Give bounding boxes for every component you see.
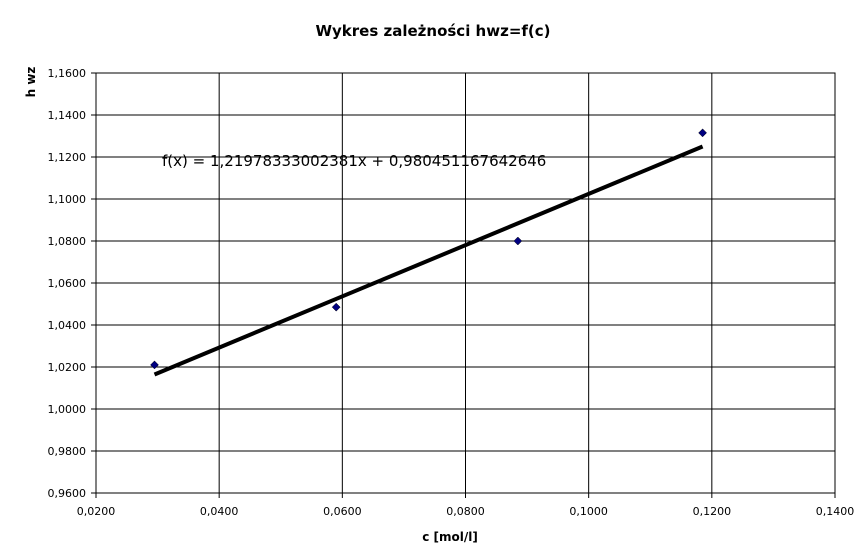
x-tick-label: 0,1200 xyxy=(693,505,732,518)
x-tick-label: 0,0200 xyxy=(77,505,116,518)
y-tick-label: 1,0800 xyxy=(48,235,87,248)
x-tick-label: 0,0800 xyxy=(446,505,485,518)
grid xyxy=(96,73,835,493)
y-tick-label: 1,1600 xyxy=(48,67,87,80)
x-axis-ticks: 0,0200 0,0400 0,0600 0,0800 0,1000 0,1200 0,14… xyxy=(77,493,855,518)
y-axis-label: h wz xyxy=(24,67,38,98)
y-tick-label: 1,0600 xyxy=(48,277,87,290)
y-tick-label: 1,1400 xyxy=(48,109,87,122)
data-point xyxy=(513,236,523,246)
trendline xyxy=(153,144,704,377)
y-tick-label: 0,9800 xyxy=(48,445,87,458)
y-tick-label: 1,1200 xyxy=(48,151,87,164)
x-tick-label: 0,0600 xyxy=(323,505,362,518)
x-tick-label: 0,1000 xyxy=(569,505,608,518)
x-tick-label: 0,0400 xyxy=(200,505,239,518)
chart-title: Wykres zależności hwz=f(c) xyxy=(315,22,550,40)
y-tick-label: 0,9600 xyxy=(48,487,87,500)
data-points xyxy=(150,128,707,370)
y-tick-label: 1,0400 xyxy=(48,319,87,332)
trendline-equation: f(x) = 1,21978333002381x + 0,98045116764… xyxy=(162,152,546,170)
y-tick-label: 1,0000 xyxy=(48,403,87,416)
data-point xyxy=(150,360,159,370)
data-point xyxy=(331,302,341,312)
x-axis-label: c [mol/l] xyxy=(422,530,478,544)
y-tick-label: 1,0200 xyxy=(48,361,87,374)
y-tick-label: 1,1000 xyxy=(48,193,87,206)
x-tick-label: 0,1400 xyxy=(816,505,855,518)
data-point xyxy=(698,128,707,138)
y-axis-ticks: 0,9600 0,9800 1,0000 1,0200 1,0400 1,0600 1,08… xyxy=(48,67,96,500)
